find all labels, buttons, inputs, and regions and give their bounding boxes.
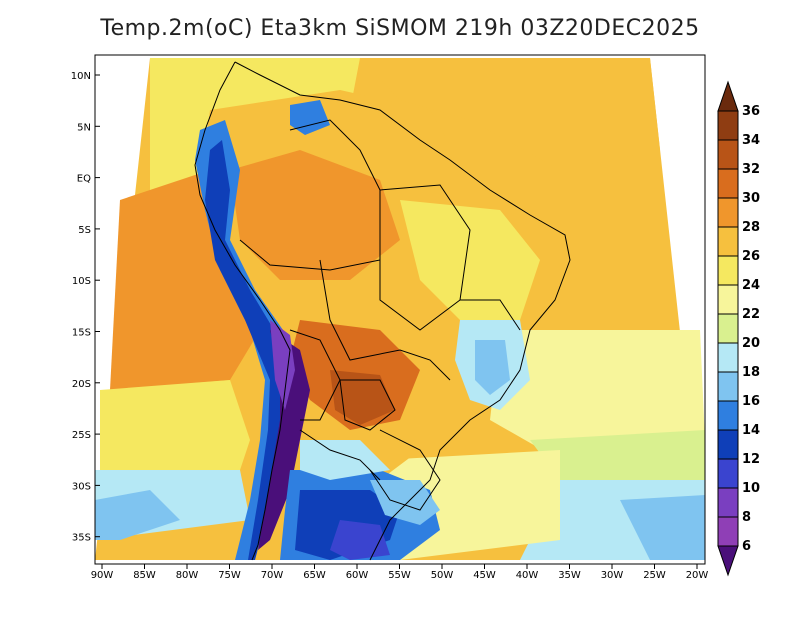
lon-label: 25W bbox=[643, 570, 666, 581]
colorbar-bin bbox=[717, 371, 739, 402]
colorbar-label: 34 bbox=[742, 133, 760, 148]
lat-label: 15S bbox=[72, 328, 91, 339]
colorbar-bin bbox=[717, 313, 739, 344]
colorbar-label: 28 bbox=[742, 220, 760, 235]
colorbar-bin bbox=[717, 139, 739, 170]
colorbar-bin bbox=[717, 487, 739, 518]
lon-label: 30W bbox=[601, 570, 624, 581]
colorbar-label: 32 bbox=[742, 162, 760, 177]
lon-label: 20W bbox=[686, 570, 709, 581]
colorbar-bin bbox=[717, 400, 739, 431]
lat-label: 30S bbox=[72, 481, 91, 492]
lat-label: 10N bbox=[71, 71, 91, 82]
colorbar-bin bbox=[717, 342, 739, 373]
colorbar-bin bbox=[717, 226, 739, 257]
colorbar-label: 26 bbox=[742, 249, 760, 264]
colorbar: 36 34 32 30 28 26 24 22 20 18 16 14 12 10 8 6 bbox=[717, 80, 760, 577]
colorbar-label: 36 bbox=[742, 104, 760, 119]
colorbar-bin bbox=[717, 197, 739, 228]
lon-label: 45W bbox=[473, 570, 496, 581]
colorbar-label: 24 bbox=[742, 278, 760, 293]
colorbar-label: 16 bbox=[742, 394, 760, 409]
temperature-field bbox=[95, 58, 705, 561]
colorbar-bin bbox=[717, 110, 739, 141]
colorbar-label: 10 bbox=[742, 481, 760, 496]
lon-label: 65W bbox=[303, 570, 326, 581]
colorbar-bin bbox=[717, 255, 739, 286]
colorbar-bin bbox=[717, 284, 739, 315]
lon-label: 80W bbox=[176, 570, 199, 581]
lon-label: 40W bbox=[516, 570, 539, 581]
lat-label: 10S bbox=[72, 276, 91, 287]
lon-label: 85W bbox=[133, 570, 156, 581]
lat-label: 5N bbox=[77, 122, 91, 133]
lat-label: 35S bbox=[72, 533, 91, 544]
lon-label: 90W bbox=[91, 570, 114, 581]
colorbar-label: 14 bbox=[742, 423, 760, 438]
colorbar-label: 8 bbox=[742, 510, 751, 525]
lon-label: 50W bbox=[431, 570, 454, 581]
lon-label: 35W bbox=[558, 570, 581, 581]
lat-label: 25S bbox=[72, 430, 91, 441]
lat-label: EQ bbox=[77, 174, 91, 185]
map-border bbox=[94, 54, 706, 565]
colorbar-label: 12 bbox=[742, 452, 760, 467]
lon-label: 60W bbox=[346, 570, 369, 581]
lon-label: 55W bbox=[388, 570, 411, 581]
colorbar-bin bbox=[717, 516, 739, 547]
colorbar-bin bbox=[717, 168, 739, 199]
lat-label: 20S bbox=[72, 379, 91, 390]
longitude-axis: 90W 85W 80W 75W 70W 65W 60W 55W 50W 45W 40W 35W 30W 2… bbox=[91, 564, 709, 581]
latitude-axis: 10N 5N EQ 5S 10S 15S 20S 25S 30S 35S bbox=[71, 71, 100, 544]
colorbar-label: 22 bbox=[742, 307, 760, 322]
colorbar-bottom-arrow bbox=[717, 545, 739, 577]
colorbar-top-arrow bbox=[717, 80, 739, 112]
lon-label: 70W bbox=[261, 570, 284, 581]
colorbar-label: 18 bbox=[742, 365, 760, 380]
colorbar-label: 30 bbox=[742, 191, 760, 206]
lon-label: 75W bbox=[218, 570, 241, 581]
colorbar-label: 20 bbox=[742, 336, 760, 351]
lat-label: 5S bbox=[78, 225, 91, 236]
colorbar-bin bbox=[717, 458, 739, 489]
colorbar-label: 6 bbox=[742, 539, 751, 554]
map-title: Temp.2m(oC) Eta3km SiSMOM 219h 03Z20DEC2… bbox=[100, 16, 700, 41]
colorbar-bin bbox=[717, 429, 739, 460]
